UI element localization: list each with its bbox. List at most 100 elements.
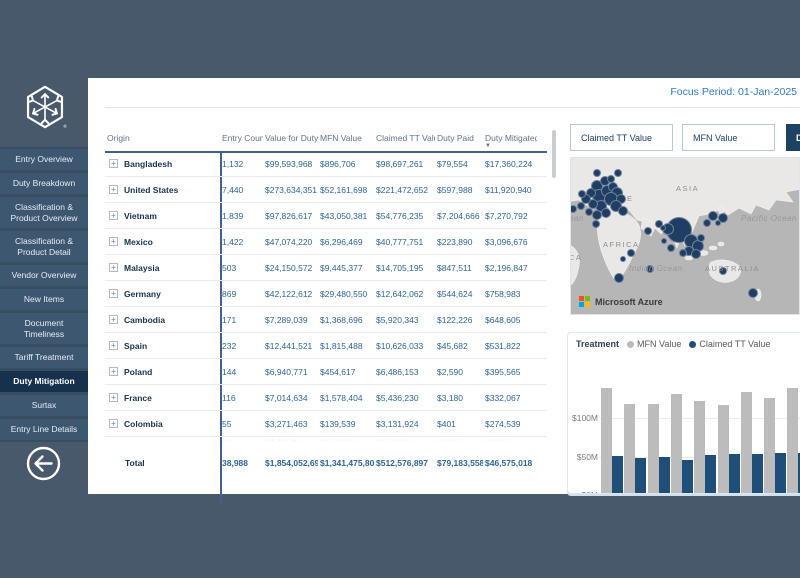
bar-claimed-tt-value[interactable] xyxy=(751,453,763,493)
table-scrollbar[interactable] xyxy=(552,130,556,178)
map-bubble[interactable] xyxy=(592,210,602,220)
map-bubble[interactable] xyxy=(667,244,675,252)
sidebar-item-vendor-overview[interactable]: Vendor Overview xyxy=(0,265,88,286)
sidebar-item-entry-line-details[interactable]: Entry Line Details xyxy=(0,419,88,440)
bar-claimed-tt-value[interactable] xyxy=(681,459,693,493)
sidebar-item-document-timeliness[interactable]: Document Timeliness xyxy=(0,313,88,344)
map-bubble[interactable] xyxy=(586,188,596,198)
map-bubble[interactable] xyxy=(593,169,601,177)
sidebar-item-surtax[interactable]: Surtax xyxy=(0,395,88,416)
col-header-value-for-duty[interactable]: Value for Duty xyxy=(265,133,318,143)
table-row-germany[interactable]: + Germany 869 $42,122,612 $29,480,550 $12,642… xyxy=(105,281,547,307)
map-bubble[interactable] xyxy=(601,208,611,218)
map-bubble[interactable] xyxy=(620,256,626,262)
sidebar-item-duty-breakdown[interactable]: Duty Breakdown xyxy=(0,173,88,194)
back-button[interactable] xyxy=(25,445,62,482)
col-header-mfn-value[interactable]: MFN Value xyxy=(320,133,362,143)
bar-claimed-tt-value[interactable] xyxy=(728,453,740,493)
bar-claimed-tt-value[interactable] xyxy=(798,452,800,493)
col-header-duty-paid[interactable]: Duty Paid xyxy=(437,133,474,143)
expand-plus-icon[interactable]: + xyxy=(109,419,118,428)
map-bubble[interactable] xyxy=(614,169,622,177)
bar-claimed-tt-value[interactable] xyxy=(612,456,623,493)
col-header-claimed-tt-value[interactable]: Claimed TT Value xyxy=(376,133,435,143)
map-attribution: Microsoft Azure xyxy=(579,296,663,307)
bar-mfn-value[interactable] xyxy=(624,403,636,493)
map-bubble[interactable] xyxy=(646,265,654,273)
expand-plus-icon[interactable]: + xyxy=(109,237,118,246)
sidebar-item-tariff-treatment[interactable]: Tariff Treatment xyxy=(0,347,88,368)
sidebar-item-entry-overview[interactable]: Entry Overview xyxy=(0,149,88,170)
bar-claimed-tt-value[interactable] xyxy=(705,454,717,493)
expand-plus-icon[interactable]: + xyxy=(109,367,118,376)
map-bubble[interactable] xyxy=(592,220,600,228)
table-row-colombia[interactable]: + Colombia 55 $3,271,463 $139,539 $3,131,924 $… xyxy=(105,411,547,437)
map-bubble[interactable] xyxy=(703,219,711,227)
bar-claimed-tt-value[interactable] xyxy=(658,456,670,493)
map-bubble[interactable] xyxy=(660,225,666,231)
map-bubble[interactable] xyxy=(644,227,652,235)
map-bubble[interactable] xyxy=(691,249,701,259)
col-header-duty-mitigated[interactable]: Duty Mitigated ▼ xyxy=(485,133,537,149)
bar-claimed-tt-value[interactable] xyxy=(635,457,647,493)
bar-mfn-value[interactable] xyxy=(670,394,682,493)
map-bubble[interactable] xyxy=(585,208,593,216)
map-bubble[interactable] xyxy=(588,199,598,209)
map-bubble[interactable] xyxy=(614,273,624,283)
table-row-spain[interactable]: + Spain 232 $12,441,521 $1,815,488 $10,626,03… xyxy=(105,333,547,359)
duty-button[interactable]: D xyxy=(786,124,800,151)
expand-plus-icon[interactable]: + xyxy=(109,185,118,194)
expand-plus-icon[interactable]: + xyxy=(109,341,118,350)
map-bubble[interactable] xyxy=(719,267,727,275)
map-region-label: ean xyxy=(570,214,584,223)
map-bubble[interactable] xyxy=(627,249,635,257)
map-bubble[interactable] xyxy=(571,205,577,213)
expand-plus-icon[interactable]: + xyxy=(109,263,118,272)
map-bubble[interactable] xyxy=(607,175,615,183)
table-row-cambodia[interactable]: + Cambodia 171 $7,289,039 $1,368,696 $5,920,3… xyxy=(105,307,547,333)
table-row-vietnam[interactable]: + Vietnam 1,839 $97,826,617 $43,050,381 $54,7… xyxy=(105,203,547,229)
legend-item-mfn[interactable]: MFN Value xyxy=(627,339,681,349)
expand-plus-icon[interactable]: + xyxy=(109,289,118,298)
expand-plus-icon[interactable]: + xyxy=(109,315,118,324)
map-bubble[interactable] xyxy=(661,238,667,244)
bar-mfn-value[interactable] xyxy=(740,392,752,493)
table-row-mexico[interactable]: + Mexico 1,422 $47,074,220 $6,296,469 $40,777… xyxy=(105,229,547,255)
table-row-united-states[interactable]: + United States 7,440 $273,634,351 $52,161,6… xyxy=(105,177,547,203)
map-bubble[interactable] xyxy=(577,202,585,210)
map-bubble[interactable] xyxy=(718,213,728,223)
map-bubble[interactable] xyxy=(618,206,628,216)
map-bubble[interactable] xyxy=(581,194,591,204)
sidebar-item-duty-mitigation[interactable]: Duty Mitigation xyxy=(0,371,88,392)
bar-mfn-value[interactable] xyxy=(717,405,729,493)
expand-plus-icon[interactable]: + xyxy=(109,393,118,402)
bar-mfn-value[interactable] xyxy=(601,388,612,493)
col-header-origin[interactable]: Origin xyxy=(107,133,130,143)
table-row-poland[interactable]: + Poland 144 $6,940,771 $454,617 $6,486,153 $2… xyxy=(105,359,547,385)
table-row-bangladesh[interactable]: + Bangladesh 1,132 $99,593,968 $896,706 $98,6… xyxy=(105,151,547,177)
slicer-claimed-tt-value[interactable]: Claimed TT Value xyxy=(570,124,673,151)
sidebar-item-new-items[interactable]: New Items xyxy=(0,289,88,310)
map-bubble[interactable] xyxy=(679,249,687,257)
cell: $2,590 xyxy=(437,366,463,377)
map-bubble[interactable] xyxy=(655,220,663,228)
sidebar-item-classification-product-overview[interactable]: Classification & Product Overview xyxy=(0,197,88,228)
map-bubble[interactable] xyxy=(697,234,705,242)
map-bubble[interactable] xyxy=(748,288,758,298)
map-bubble[interactable] xyxy=(578,190,586,198)
slicer-mfn-value[interactable]: MFN Value xyxy=(682,124,775,151)
expand-plus-icon[interactable]: + xyxy=(109,159,118,168)
bar-mfn-value[interactable] xyxy=(647,404,659,493)
col-header-entry-count[interactable]: Entry Count xyxy=(222,133,263,143)
bar-mfn-value[interactable] xyxy=(787,388,799,493)
table-row-france[interactable]: + France 116 $7,014,634 $1,578,404 $5,436,230… xyxy=(105,385,547,411)
sidebar-item-classification-product-detail[interactable]: Classification & Product Detail xyxy=(0,231,88,262)
expand-plus-icon[interactable]: + xyxy=(109,211,118,220)
map-bubble[interactable] xyxy=(715,220,721,226)
map-bubble[interactable] xyxy=(708,211,718,221)
table-row-malaysia[interactable]: + Malaysia 503 $24,150,572 $9,445,377 $14,705… xyxy=(105,255,547,281)
legend-item-claimed-tt[interactable]: Claimed TT Value xyxy=(689,339,770,349)
bar-mfn-value[interactable] xyxy=(694,401,706,493)
bar-claimed-tt-value[interactable] xyxy=(775,452,787,493)
bar-mfn-value[interactable] xyxy=(764,397,776,493)
